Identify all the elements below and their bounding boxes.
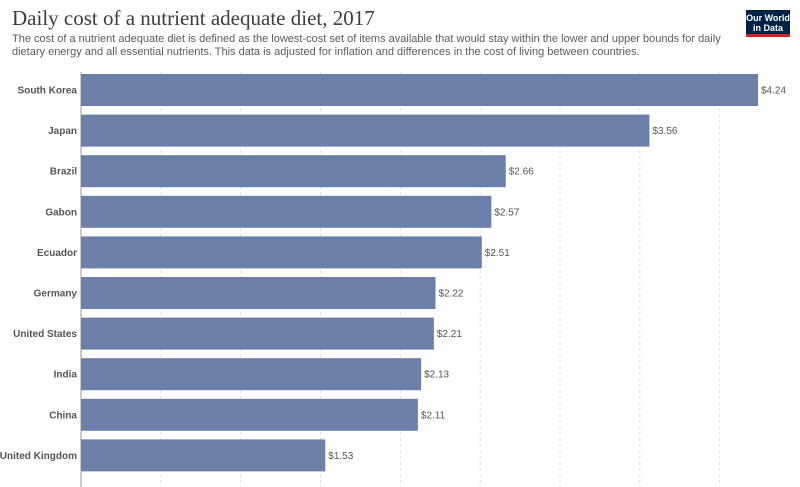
value-label: $3.56 <box>652 126 677 137</box>
bar <box>81 277 436 309</box>
value-label: $2.22 <box>438 289 463 300</box>
category-label: India <box>54 370 78 381</box>
category-label: Gabon <box>45 207 77 218</box>
value-label: $4.24 <box>761 86 786 97</box>
value-label: $2.13 <box>424 370 449 381</box>
category-label: Japan <box>48 126 77 137</box>
category-label: China <box>49 410 77 421</box>
bar <box>81 195 492 228</box>
value-label: $2.21 <box>437 329 462 340</box>
logo-line-1: Our World <box>746 13 790 23</box>
value-label: $2.57 <box>494 207 519 218</box>
category-label: Ecuador <box>37 248 77 259</box>
value-label: $2.51 <box>485 248 510 259</box>
category-label: South Korea <box>18 86 78 97</box>
logo-accent-bar <box>746 34 790 37</box>
category-label: Brazil <box>50 167 77 178</box>
category-label: United States <box>13 329 77 340</box>
chart-title: Daily cost of a nutrient adequate diet, … <box>12 6 375 30</box>
bar <box>81 155 506 188</box>
chart-subtitle: The cost of a nutrient adequate diet is … <box>12 33 721 58</box>
bar <box>81 439 326 472</box>
bar <box>81 317 434 350</box>
bar <box>81 114 650 147</box>
category-label: Germany <box>34 289 78 300</box>
category-label: United Kingdom <box>0 451 77 462</box>
bar <box>81 236 482 269</box>
value-label: $2.11 <box>421 410 446 421</box>
value-label: $1.53 <box>328 451 353 462</box>
owid-logo[interactable]: Our World in Data <box>746 10 790 36</box>
value-label: $2.66 <box>509 167 534 178</box>
logo-line-2: in Data <box>752 23 783 33</box>
bar <box>81 358 422 391</box>
bar <box>81 74 758 106</box>
bar <box>81 398 418 431</box>
